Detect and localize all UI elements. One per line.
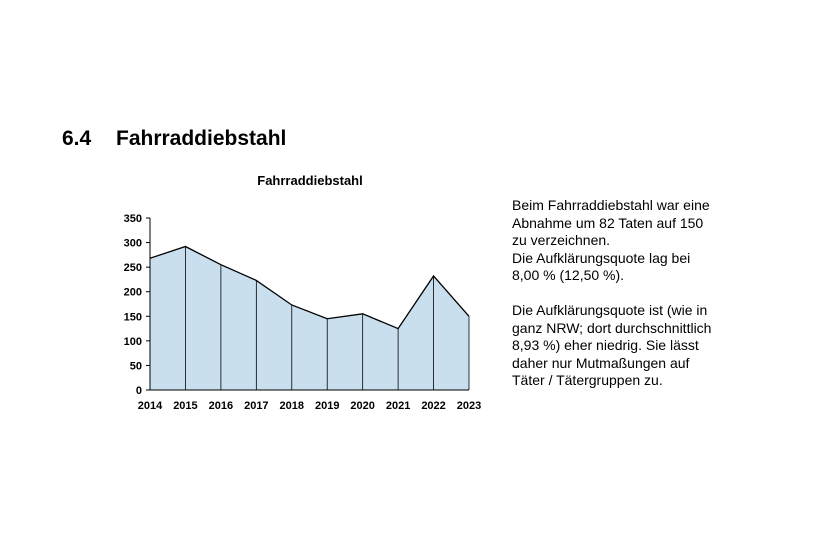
y-tick-label: 150 <box>124 311 142 323</box>
paragraph-2: Die Aufklärungsquote ist (wie in ganz NR… <box>512 302 782 390</box>
x-tick-label: 2022 <box>421 400 445 412</box>
series-line <box>149 245 470 330</box>
y-tick-label: 250 <box>124 262 142 274</box>
text-line: zu verzeichnen. <box>512 232 611 248</box>
x-tick-label: 2014 <box>138 400 163 412</box>
text-line: Die Aufklärungsquote ist (wie in <box>512 302 708 318</box>
y-tick-label: 200 <box>124 287 142 299</box>
text-line: ganz NRW; dort durchschnittlich <box>512 319 712 336</box>
paragraph-1: Beim Fahrraddiebstahl war eine Abnahme u… <box>512 197 782 285</box>
x-tick-label: 2021 <box>386 400 410 412</box>
x-tick-label: 2020 <box>350 400 374 412</box>
text-line: Abnahme um 82 Taten auf 150 <box>512 214 704 231</box>
x-tick-label: 2016 <box>209 400 233 412</box>
x-tick-label: 2017 <box>244 400 268 412</box>
body-text: Beim Fahrraddiebstahl war eine Abnahme u… <box>512 197 782 390</box>
text-line: 8,93 %) eher niedrig. Sie lässt <box>512 337 699 353</box>
y-tick-label: 100 <box>124 336 142 348</box>
text-line: Beim Fahrraddiebstahl war eine <box>512 197 710 213</box>
text-line: Täter / Tätergruppen zu. <box>512 372 663 388</box>
x-tick-label: 2019 <box>315 400 339 412</box>
chart-title: Fahrraddiebstahl <box>257 173 363 188</box>
area-fill <box>150 246 469 390</box>
y-tick-label: 50 <box>130 360 142 372</box>
text-line: Die Aufklärungsquote lag bei <box>512 249 691 266</box>
x-tick-label: 2023 <box>457 400 481 412</box>
y-tick-label: 350 <box>124 213 142 225</box>
x-tick-label: 2018 <box>280 400 304 412</box>
section-heading: 6.4 Fahrraddiebstahl <box>62 127 286 151</box>
text-line: daher nur Mutmaßungen auf <box>512 354 690 371</box>
section-number: 6.4 <box>62 127 92 150</box>
y-tick-label: 0 <box>136 385 142 397</box>
y-tick-label: 300 <box>124 238 142 250</box>
text-line: 8,00 % (12,50 %). <box>512 267 625 283</box>
section-title: Fahrraddiebstahl <box>116 127 287 150</box>
x-tick-label: 2015 <box>173 400 197 412</box>
